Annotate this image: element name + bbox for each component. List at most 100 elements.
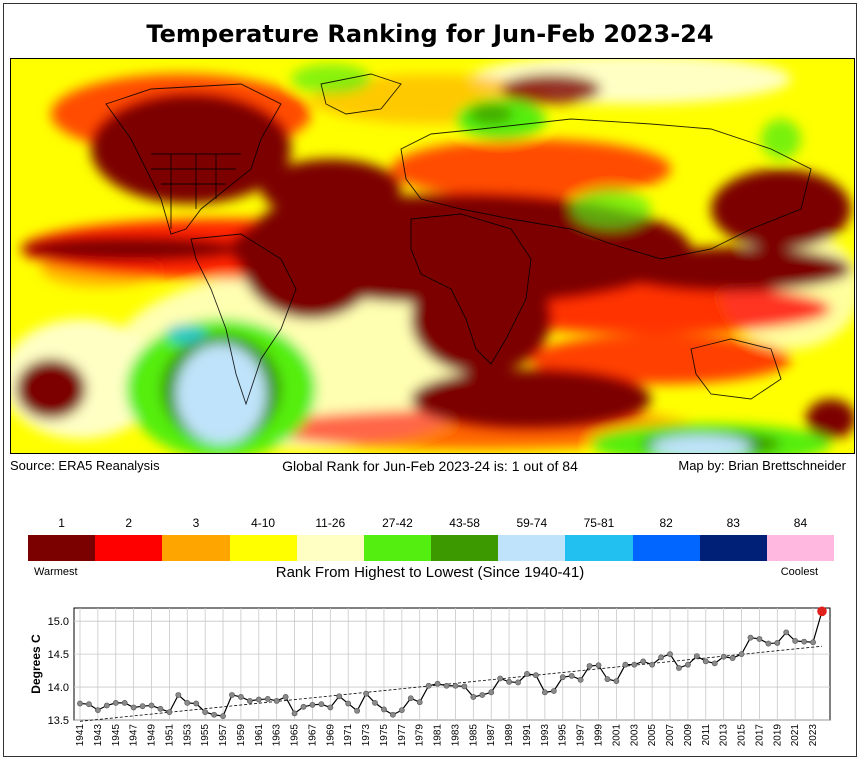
data-point [193,700,200,707]
x-tick-label: 2001 [611,724,622,747]
legend-swatch [162,535,230,561]
x-tick-label: 1943 [93,724,104,747]
data-point [765,640,772,647]
legend-bin-label: 4-10 [251,516,276,530]
data-point [470,694,477,700]
data-point [640,658,647,665]
x-tick-label: 2011 [701,724,712,746]
x-tick-label: 2005 [647,724,658,747]
y-tick-label: 15.0 [48,616,69,628]
data-point [139,703,146,710]
data-point [246,697,253,704]
data-point [157,705,164,712]
data-point [676,665,682,671]
figure-frame [3,3,857,757]
data-point [202,709,209,715]
data-point [658,654,664,661]
data-point [318,701,325,708]
x-tick-label: 1973 [361,724,372,747]
legend-bin-label: 2 [125,516,133,530]
page-title: Temperature Ranking for Jun-Feb 2023-24 [146,20,714,48]
data-point [184,699,191,706]
data-point [479,692,486,698]
legend-bin-label: 84 [793,516,808,530]
data-point [372,699,378,706]
legend-swatch [632,535,700,561]
x-tick-label: 2007 [665,724,676,747]
x-tick-label: 1957 [218,724,229,747]
data-point [211,711,217,718]
x-tick-label: 1989 [504,724,515,747]
data-point [112,699,119,706]
x-tick-label: 2015 [737,724,748,747]
data-point [577,676,584,683]
x-tick-label: 1975 [379,724,390,747]
data-point [77,700,83,707]
data-point [559,674,566,681]
legend-bin-label: 83 [726,516,740,530]
x-tick-label: 1955 [200,724,211,747]
data-point [103,702,110,709]
x-tick-label: 1965 [290,724,301,747]
legend-bin-label: 3 [192,516,200,530]
data-point [729,655,736,661]
y-tick-label: 14.0 [48,682,69,694]
x-tick-label: 1983 [450,724,461,747]
data-point [720,653,727,660]
data-point [148,702,155,709]
legend-bin-label: 43-58 [449,516,480,530]
x-tick-label: 1959 [236,724,247,747]
x-tick-label: 1967 [307,724,318,747]
data-point [649,661,656,668]
data-point [541,689,548,696]
data-point [810,639,816,646]
data-point [792,638,799,644]
data-point [783,629,790,636]
x-tick-label: 1947 [129,724,140,747]
data-point [685,661,691,668]
data-point [452,682,459,689]
x-tick-label: 1945 [111,724,122,747]
data-point [515,679,521,686]
legend-swatch [229,535,297,561]
data-point [488,689,495,696]
x-tick-label: 1969 [325,724,336,747]
legend-bin-label: 27-42 [382,516,413,530]
data-point [497,675,504,682]
data-point [291,710,298,717]
x-tick-label: 2013 [719,724,730,747]
data-point [345,700,352,707]
data-point [327,704,334,711]
data-point [229,692,235,698]
data-point [354,707,361,714]
legend-bin-label: 1 [58,516,65,530]
data-point [363,690,369,697]
x-tick-label: 1971 [343,724,354,747]
x-tick-label: 1981 [433,724,444,747]
x-tick-label: 1941 [75,724,86,747]
y-tick-label: 14.5 [48,649,69,661]
data-point [407,695,414,702]
legend-labels: 1 2 3 4-10 11-26 27-42 43-58 59-74 75-81 82 83 84 [28,516,834,530]
data-point [702,658,709,665]
legend-swatch [28,535,96,561]
x-tick-label: 2017 [754,724,765,747]
data-point [389,711,396,718]
x-tick-label: 1951 [164,724,175,747]
legend-swatch [363,535,432,561]
data-point [550,688,557,694]
data-point [309,701,316,708]
data-point [264,696,271,702]
data-point [175,692,182,698]
source-caption: Source: ERA5 Reanalysis [10,458,160,473]
data-point [506,678,513,685]
data-point [693,653,700,659]
data-point [336,693,343,700]
x-tick-label: 1987 [486,724,497,747]
y-axis-label: Degrees C [29,634,43,694]
data-point [533,672,539,679]
data-point [667,651,673,658]
x-tick-label: 1995 [558,724,569,747]
legend-swatch [95,535,163,561]
x-tick-label: 1979 [415,724,426,747]
